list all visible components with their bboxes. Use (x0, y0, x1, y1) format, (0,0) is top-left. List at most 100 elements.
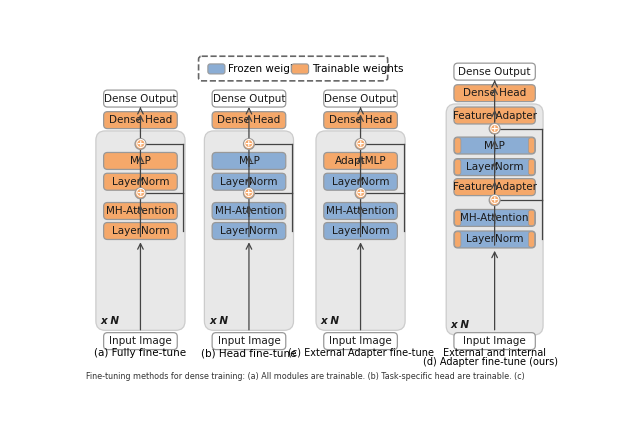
FancyBboxPatch shape (324, 112, 397, 129)
Text: x N: x N (209, 316, 228, 326)
Text: Dense Output: Dense Output (458, 67, 531, 77)
FancyBboxPatch shape (212, 153, 286, 169)
Text: MH-Attention: MH-Attention (326, 206, 395, 216)
FancyBboxPatch shape (324, 90, 397, 107)
FancyBboxPatch shape (324, 223, 397, 240)
Text: Dense Output: Dense Output (104, 94, 177, 104)
FancyBboxPatch shape (454, 178, 535, 196)
FancyBboxPatch shape (454, 231, 535, 248)
Text: LayerNorm: LayerNorm (332, 226, 389, 236)
Text: ⊕: ⊕ (243, 186, 255, 200)
FancyBboxPatch shape (104, 223, 177, 240)
FancyBboxPatch shape (212, 112, 286, 129)
FancyBboxPatch shape (454, 137, 535, 154)
FancyBboxPatch shape (104, 173, 177, 190)
Text: Dense Head: Dense Head (463, 88, 526, 98)
FancyBboxPatch shape (208, 64, 225, 74)
Text: LayerNorm: LayerNorm (332, 177, 389, 187)
Text: LayerNorm: LayerNorm (112, 226, 169, 236)
Text: Dense Head: Dense Head (218, 115, 280, 125)
FancyBboxPatch shape (454, 107, 535, 124)
FancyBboxPatch shape (454, 159, 535, 175)
Text: x N: x N (321, 316, 340, 326)
FancyBboxPatch shape (454, 138, 461, 153)
FancyBboxPatch shape (198, 56, 388, 81)
FancyBboxPatch shape (454, 333, 535, 350)
FancyBboxPatch shape (104, 333, 177, 350)
FancyBboxPatch shape (454, 63, 535, 80)
Text: (b) Head fine-tune: (b) Head fine-tune (201, 348, 297, 358)
Text: AdaptMLP: AdaptMLP (335, 156, 387, 166)
Circle shape (355, 138, 366, 149)
FancyBboxPatch shape (454, 210, 461, 226)
Text: Input Image: Input Image (463, 336, 526, 346)
Text: Dense Head: Dense Head (109, 115, 172, 125)
FancyBboxPatch shape (104, 90, 177, 107)
Text: LayerNorm: LayerNorm (466, 234, 524, 245)
Text: ⊕: ⊕ (355, 186, 366, 200)
Text: Input Image: Input Image (218, 336, 280, 346)
FancyBboxPatch shape (529, 138, 534, 153)
FancyBboxPatch shape (292, 64, 308, 74)
FancyBboxPatch shape (454, 160, 461, 175)
Text: x N: x N (100, 316, 120, 326)
Text: Input Image: Input Image (109, 336, 172, 346)
FancyBboxPatch shape (454, 85, 535, 101)
Text: LayerNorm: LayerNorm (220, 177, 278, 187)
Text: ⊕: ⊕ (489, 122, 500, 135)
Text: (c) External Adapter fine-tune: (c) External Adapter fine-tune (287, 348, 433, 358)
FancyBboxPatch shape (324, 203, 397, 219)
Text: x N: x N (451, 320, 470, 330)
Text: Feature Adapter: Feature Adapter (452, 182, 536, 192)
FancyBboxPatch shape (454, 209, 535, 226)
Text: MLP: MLP (239, 156, 259, 166)
Text: ⊕: ⊕ (355, 137, 366, 151)
FancyBboxPatch shape (96, 131, 185, 330)
FancyBboxPatch shape (324, 173, 397, 190)
Text: LayerNorm: LayerNorm (466, 162, 524, 172)
FancyBboxPatch shape (104, 153, 177, 169)
Circle shape (355, 188, 366, 199)
Text: MLP: MLP (484, 141, 505, 150)
Text: Trainable weights: Trainable weights (312, 64, 403, 74)
Text: Dense Output: Dense Output (212, 94, 285, 104)
FancyBboxPatch shape (204, 131, 294, 330)
Text: (a) Fully fine-tune: (a) Fully fine-tune (94, 348, 186, 358)
FancyBboxPatch shape (212, 90, 286, 107)
FancyBboxPatch shape (324, 153, 397, 169)
FancyBboxPatch shape (212, 203, 286, 219)
FancyBboxPatch shape (529, 232, 534, 247)
Circle shape (244, 138, 254, 149)
Text: MH-Attention: MH-Attention (106, 206, 175, 216)
FancyBboxPatch shape (104, 112, 177, 129)
Text: Input Image: Input Image (329, 336, 392, 346)
Text: MH-Attention: MH-Attention (460, 213, 529, 223)
FancyBboxPatch shape (212, 173, 286, 190)
Circle shape (244, 188, 254, 199)
Text: Frozen weights: Frozen weights (228, 64, 306, 74)
FancyBboxPatch shape (212, 223, 286, 240)
Circle shape (489, 123, 500, 134)
Text: LayerNorm: LayerNorm (220, 226, 278, 236)
Circle shape (135, 138, 146, 149)
FancyBboxPatch shape (529, 210, 534, 226)
Text: ⊕: ⊕ (489, 193, 500, 207)
Text: Fine-tuning methods for dense training: (a) All modules are trainable. (b) Task-: Fine-tuning methods for dense training: … (86, 372, 525, 381)
Text: ⊕: ⊕ (243, 137, 255, 151)
FancyBboxPatch shape (446, 104, 543, 335)
FancyBboxPatch shape (316, 131, 405, 330)
Text: Dense Head: Dense Head (329, 115, 392, 125)
Circle shape (135, 188, 146, 199)
Text: External and internal: External and internal (443, 348, 546, 358)
Text: LayerNorm: LayerNorm (112, 177, 169, 187)
FancyBboxPatch shape (104, 203, 177, 219)
Text: ⊕: ⊕ (134, 186, 147, 200)
Text: Feature Adapter: Feature Adapter (452, 111, 536, 120)
Text: (d) Adapter fine-tune (ours): (d) Adapter fine-tune (ours) (423, 357, 558, 367)
FancyBboxPatch shape (454, 232, 461, 247)
FancyBboxPatch shape (324, 333, 397, 350)
Text: ⊕: ⊕ (134, 137, 147, 151)
Text: MLP: MLP (130, 156, 151, 166)
Text: MH-Attention: MH-Attention (214, 206, 284, 216)
FancyBboxPatch shape (529, 160, 534, 175)
